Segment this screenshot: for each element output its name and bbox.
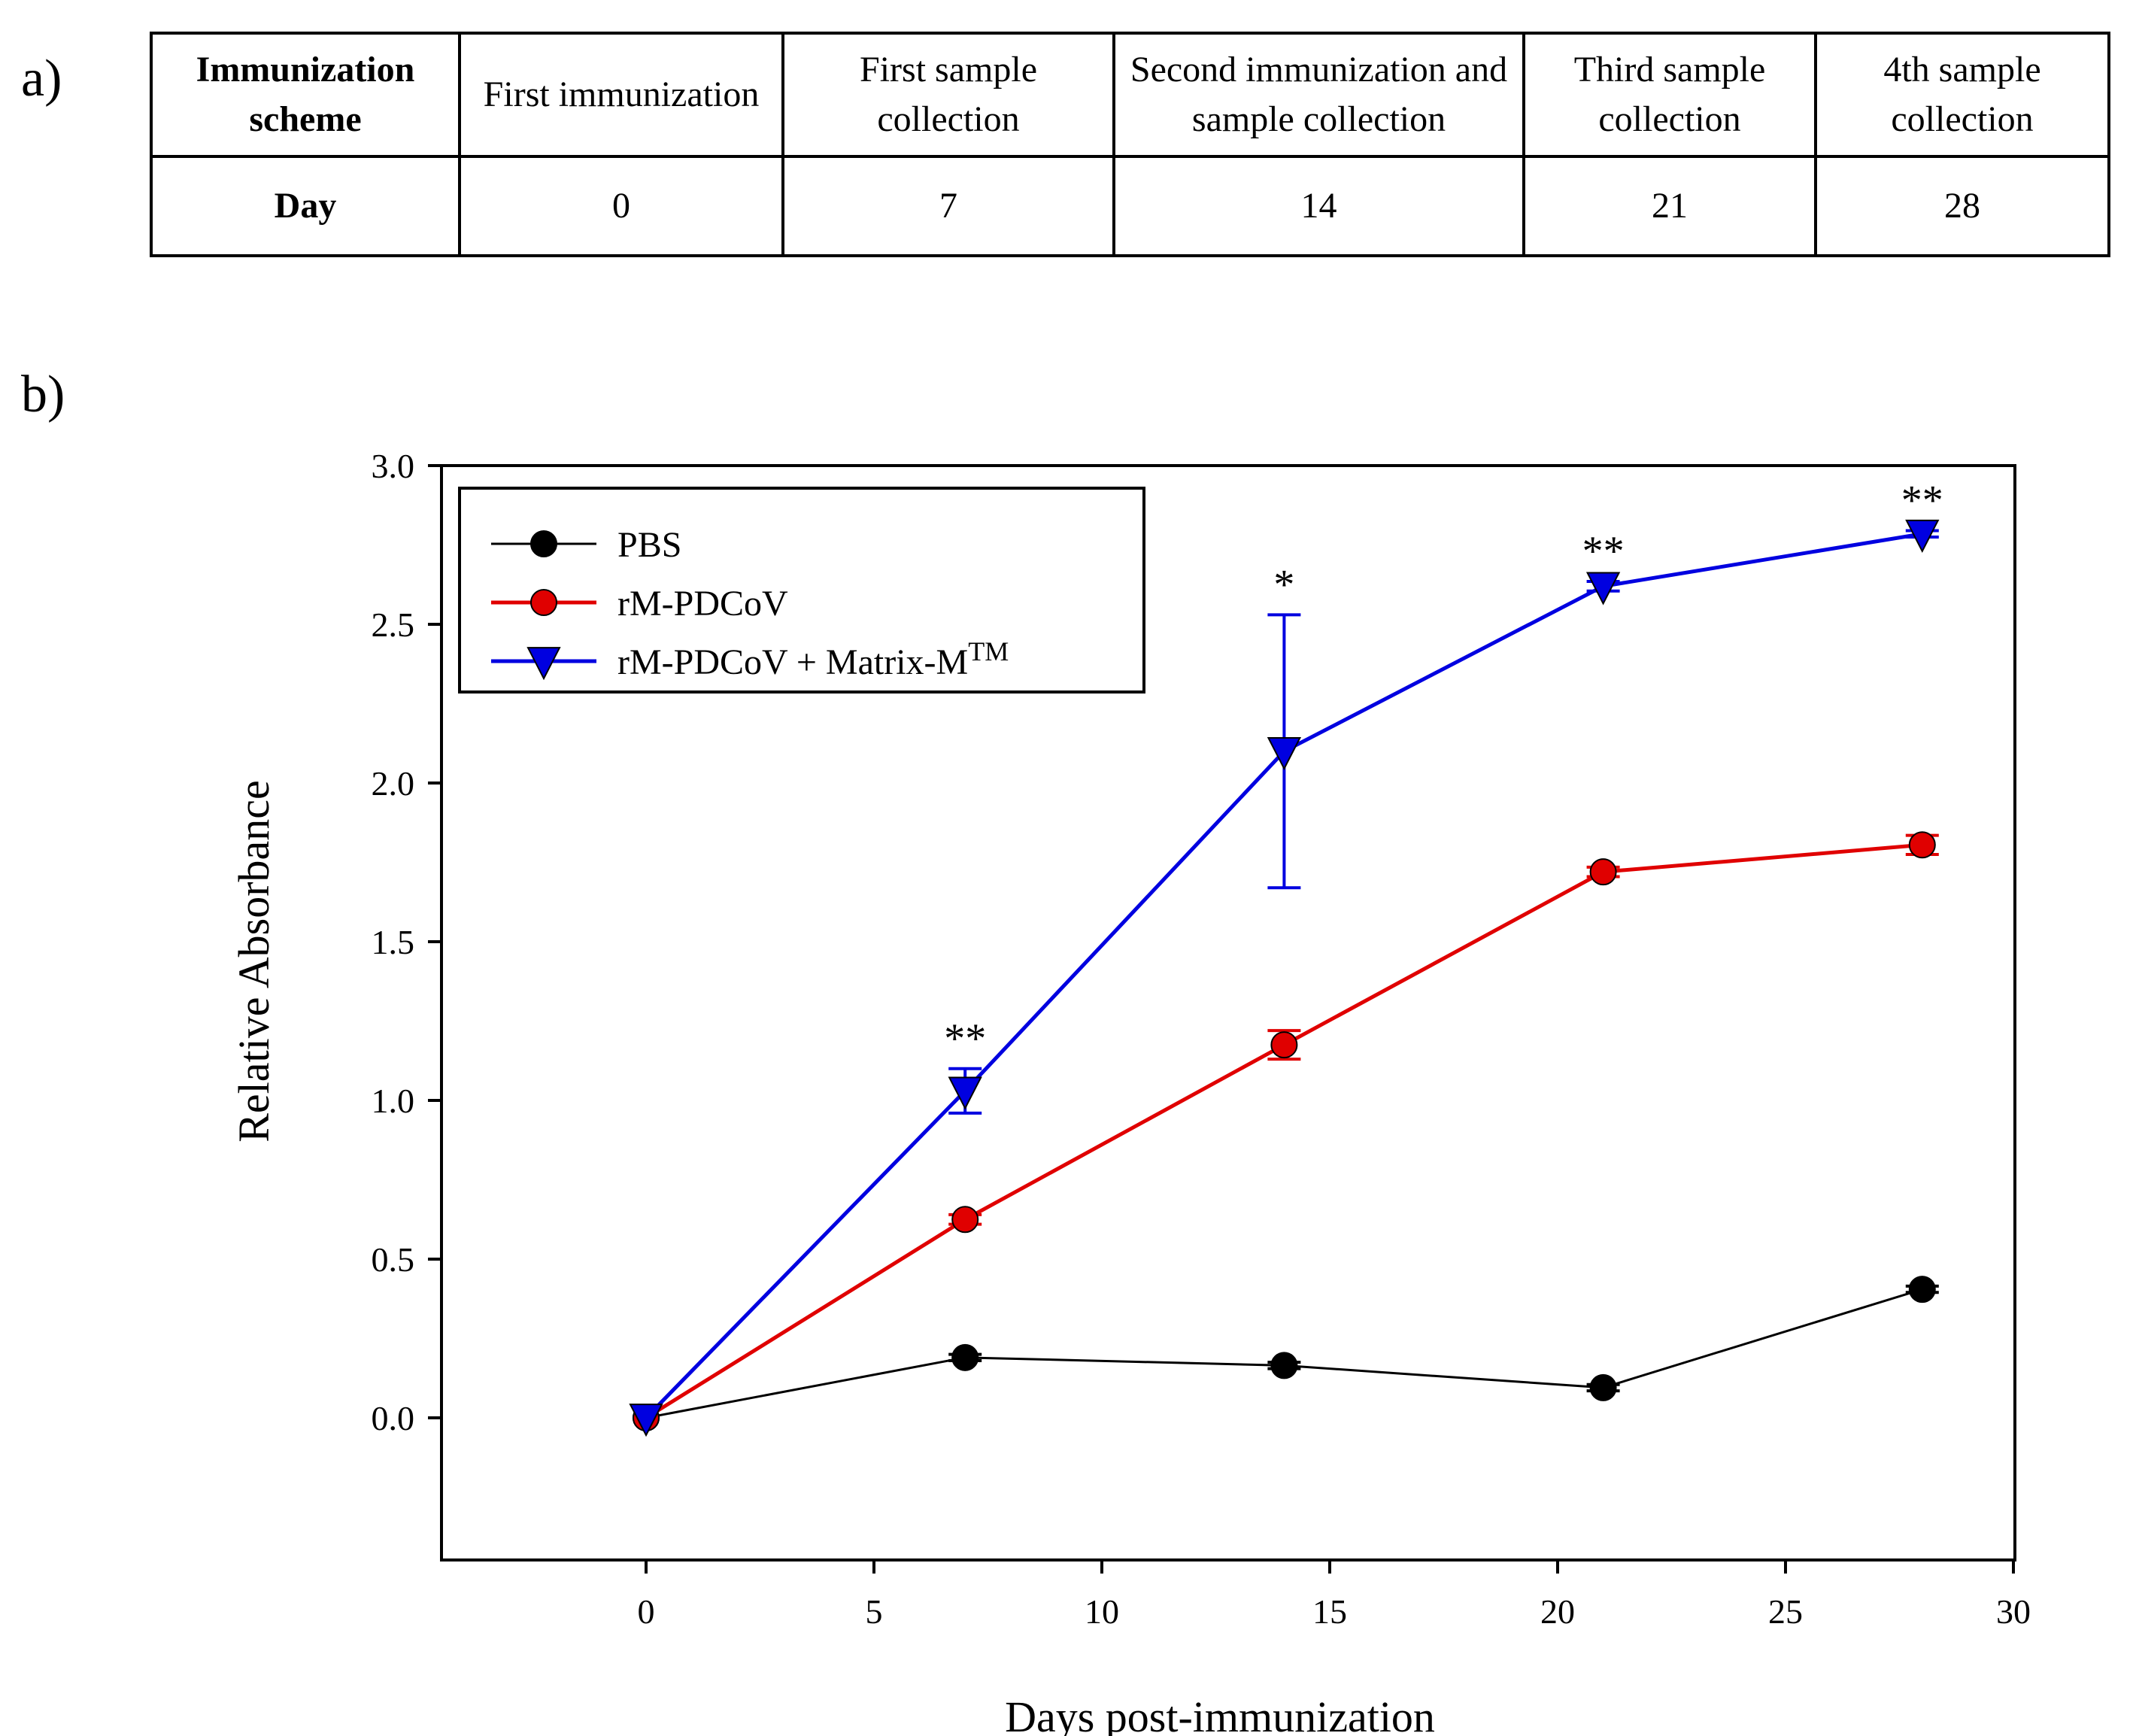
significance-marker: ** <box>1901 478 1943 524</box>
y-tick-label: 1.5 <box>372 923 415 961</box>
series-layer <box>629 519 1940 1437</box>
y-tick-label: 0.5 <box>372 1240 415 1279</box>
y-tick-label: 2.5 <box>372 605 415 644</box>
significance-marker: ** <box>944 1015 986 1062</box>
data-point <box>951 1343 979 1371</box>
x-tick-label: 30 <box>1996 1592 2031 1631</box>
legend-marker <box>526 647 561 681</box>
data-point <box>1589 858 1617 886</box>
legend-label: rM-PDCoV <box>617 584 788 624</box>
axes: 0 5 10 15 20 25 30 0.0 0.5 1.0 1.5 2.0 2.5 3.0 <box>372 447 2031 1631</box>
y-axis-label: Relative Absorbance <box>229 780 278 1143</box>
table-cell-event: Second immunization and sample collectio… <box>1112 32 1525 158</box>
x-tick-label: 25 <box>1768 1592 1803 1631</box>
series-rm-pdcov <box>633 831 1939 1431</box>
table-cell-day: 0 <box>458 155 784 257</box>
data-point <box>1589 1373 1617 1401</box>
plot-frame <box>440 464 2016 1561</box>
legend: PBS rM-PDCoV rM-PDCoV + Matrix-MTM <box>458 487 1145 693</box>
table-cell-day: 7 <box>781 155 1115 257</box>
data-point <box>1270 1031 1298 1059</box>
legend-box <box>458 487 1145 693</box>
y-tick-label: 0.0 <box>372 1399 415 1437</box>
panel-label-b: b) <box>21 366 65 423</box>
x-tick-label: 5 <box>866 1592 883 1631</box>
table-cell-day: 28 <box>1814 155 2110 257</box>
y-tick-label: 3.0 <box>372 447 415 485</box>
data-point <box>951 1206 979 1234</box>
row-header-scheme: Immunization scheme <box>150 32 461 158</box>
significance-marker: ** <box>1582 528 1625 575</box>
significance-marker: * <box>1273 561 1294 608</box>
table-cell-event: First immunization <box>458 32 784 158</box>
significance-annotations: ******* <box>944 478 1943 1062</box>
data-point <box>1908 1276 1936 1304</box>
table-cell-event: First sample collection <box>781 32 1115 158</box>
legend-label: rM-PDCoV + Matrix-MTM <box>617 636 1009 682</box>
series-rm-pdcov-matrix-m <box>629 519 1940 1437</box>
data-point <box>1585 572 1621 605</box>
y-tick-label: 1.0 <box>372 1082 415 1120</box>
y-tick-label: 2.0 <box>372 764 415 803</box>
data-point <box>1905 519 1940 554</box>
legend-marker <box>530 589 557 616</box>
row-header-day: Day <box>150 155 461 257</box>
x-axis-label: Days post-immunization <box>1005 1692 1435 1736</box>
table-cell-event: Third sample collection <box>1522 32 1817 158</box>
x-tick-label: 10 <box>1085 1592 1119 1631</box>
x-tick-label: 20 <box>1540 1592 1575 1631</box>
table-row-scheme: Immunization scheme First immunization F… <box>150 32 2110 158</box>
table-cell-day: 21 <box>1522 155 1817 257</box>
immunization-scheme-table: Immunization scheme First immunization F… <box>150 32 2110 257</box>
legend-marker <box>530 530 557 557</box>
legend-label: PBS <box>617 525 681 565</box>
table-row-day: Day 0 7 14 21 28 <box>150 155 2110 257</box>
panel-label-a-text: a) <box>21 50 62 108</box>
series-line <box>645 842 1923 1420</box>
x-tick-label: 0 <box>638 1592 655 1631</box>
data-point <box>629 1404 663 1437</box>
data-point <box>948 1076 982 1110</box>
data-point <box>1267 736 1302 771</box>
data-point <box>1270 1352 1298 1379</box>
legend-label-superscript: TM <box>968 636 1009 666</box>
data-point <box>1908 831 1936 859</box>
series-pbs <box>633 1276 1939 1431</box>
x-tick-label: 15 <box>1312 1592 1347 1631</box>
table-cell-day: 14 <box>1112 155 1525 257</box>
table-cell-event: 4th sample collection <box>1814 32 2110 158</box>
